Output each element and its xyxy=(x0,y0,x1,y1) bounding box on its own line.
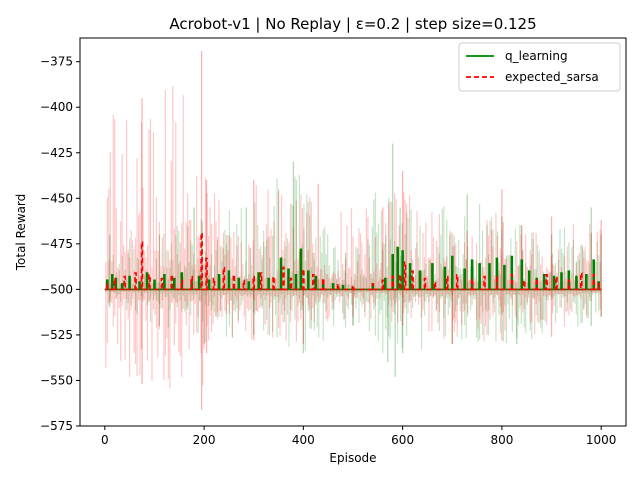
legend-box xyxy=(458,42,621,92)
y-tick-label: −500 xyxy=(40,282,73,296)
y-tick-label: −550 xyxy=(40,373,73,387)
y-tick-label: −525 xyxy=(40,328,73,342)
y-tick-label: −450 xyxy=(40,191,73,205)
legend-label-expected-sarsa: expected_sarsa xyxy=(505,70,599,84)
chart-title: Acrobot-v1 | No Replay | ε=0.2 | step si… xyxy=(169,15,536,33)
y-tick-label: −425 xyxy=(40,146,73,160)
x-tick-label: 600 xyxy=(391,433,414,447)
series-line-expected-sarsa xyxy=(104,232,602,291)
variance-band-expected-sarsa xyxy=(105,50,602,410)
y-tick-label: −375 xyxy=(40,55,73,69)
y-tick-label: −400 xyxy=(40,100,73,114)
series-lines xyxy=(104,232,602,291)
y-axis-label: Total Reward xyxy=(14,194,28,272)
x-tick-label: 400 xyxy=(292,433,315,447)
x-tick-label: 200 xyxy=(193,433,216,447)
x-tick-label: 800 xyxy=(490,433,513,447)
legend: q_learning expected_sarsa xyxy=(458,42,621,92)
x-tick-label: 1000 xyxy=(586,433,617,447)
series-line-q-learning xyxy=(104,246,602,291)
y-tick-label: −575 xyxy=(40,419,73,433)
x-tick-label: 0 xyxy=(101,433,109,447)
legend-label-q-learning: q_learning xyxy=(505,49,568,63)
x-axis-label: Episode xyxy=(329,451,376,465)
y-axis-ticks: −375 −400 −425 −450 −475 −500 −525 −550 −575 xyxy=(40,55,80,433)
variance-bands xyxy=(105,50,602,410)
plot-frame xyxy=(79,37,627,427)
x-axis-ticks: 0 200 400 600 800 1000 xyxy=(101,426,616,447)
y-tick-label: −475 xyxy=(40,237,73,251)
